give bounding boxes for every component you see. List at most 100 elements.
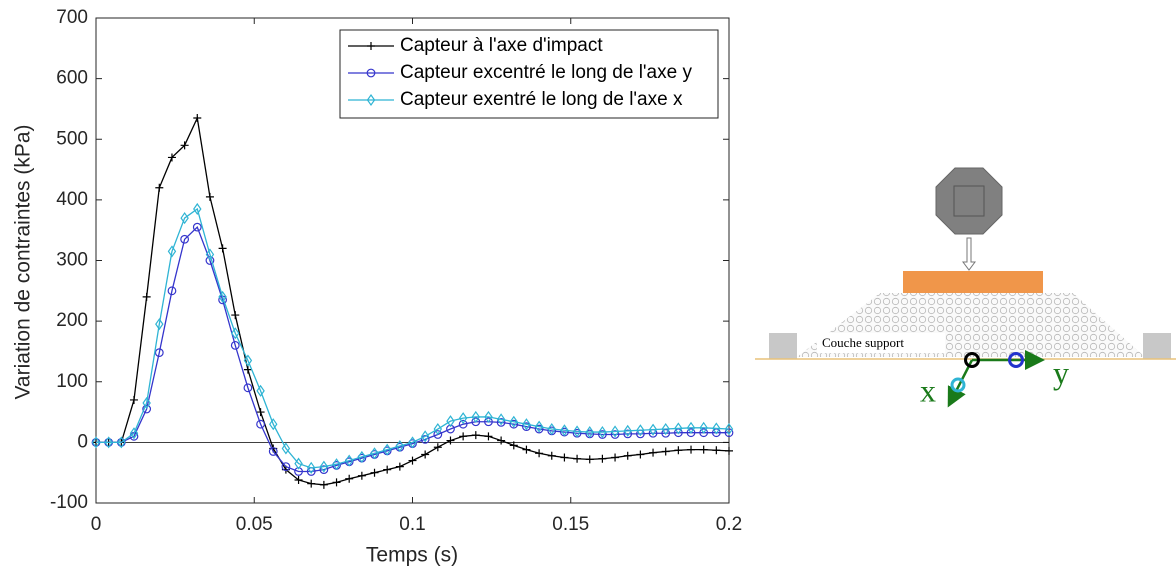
impact-arrow [962, 237, 976, 271]
legend: Capteur à l'axe d'impact Capteur excentré… [339, 29, 719, 119]
marker [522, 418, 531, 431]
legend-label: Capteur excentré le long de l'axe y [400, 62, 692, 83]
marker [497, 436, 506, 445]
marker [395, 462, 404, 471]
marker [205, 192, 214, 201]
marker [547, 451, 556, 460]
plate [903, 271, 1043, 293]
marker [243, 354, 253, 367]
marker [104, 436, 113, 449]
marker [155, 318, 164, 331]
marker [408, 456, 417, 465]
marker [712, 422, 721, 435]
marker [699, 445, 708, 454]
marker [509, 419, 519, 429]
marker [496, 413, 506, 426]
marker [129, 395, 138, 404]
marker [357, 450, 367, 463]
marker [180, 212, 189, 225]
marker [231, 311, 240, 320]
marker [623, 424, 632, 437]
marker [142, 404, 152, 414]
marker [307, 479, 316, 488]
sensor-x [950, 377, 966, 393]
x-tick-label: 0.05 [236, 514, 273, 535]
marker [611, 453, 620, 462]
marker [345, 474, 354, 483]
block-left [769, 333, 797, 359]
marker [129, 427, 139, 440]
marker [230, 340, 240, 350]
y-tick-label: 400 [56, 189, 88, 210]
marker [193, 114, 202, 123]
marker [180, 234, 190, 244]
marker [218, 244, 227, 253]
marker [256, 408, 265, 417]
marker [610, 425, 620, 438]
marker [370, 468, 379, 477]
y-axis-label: Variation de contraintes (kPa) [12, 124, 35, 399]
marker [484, 410, 493, 423]
marker [268, 447, 278, 456]
marker [269, 418, 278, 431]
marker [610, 430, 620, 439]
x-tick-label: 0 [91, 514, 102, 535]
marker [458, 419, 468, 429]
marker [319, 465, 329, 475]
marker [598, 430, 607, 439]
marker [534, 420, 544, 433]
marker [623, 429, 633, 439]
marker [231, 327, 240, 340]
marker [367, 42, 375, 50]
marker [446, 415, 455, 428]
marker [724, 422, 734, 436]
marker [167, 245, 177, 258]
axis-x-label: x [920, 372, 936, 408]
marker [674, 446, 683, 455]
marker [573, 454, 582, 463]
marker [699, 421, 708, 434]
marker [281, 462, 291, 472]
marker [294, 475, 303, 484]
marker [408, 436, 417, 449]
marker [509, 415, 519, 428]
marker [193, 202, 202, 216]
marker [496, 417, 506, 427]
marker [471, 431, 480, 440]
marker [560, 453, 569, 462]
marker [585, 455, 594, 464]
legend-label: Capteur à l'axe d'impact [400, 35, 603, 56]
y-tick-label: 700 [56, 7, 88, 28]
marker [585, 426, 594, 439]
y-tick-label: -100 [50, 492, 88, 513]
marker [357, 471, 366, 480]
label-box [817, 333, 945, 353]
marker [623, 451, 632, 460]
marker [560, 424, 569, 437]
block-right [1143, 333, 1171, 359]
marker [344, 454, 354, 467]
marker [636, 424, 645, 437]
sensor-center [964, 352, 980, 368]
marker [687, 445, 696, 454]
marker [421, 450, 430, 459]
marker [395, 439, 405, 453]
marker [332, 478, 341, 487]
x-axis-label: Temps (s) [366, 544, 458, 567]
marker [636, 450, 645, 459]
marker [420, 430, 430, 443]
marker [366, 68, 376, 78]
legend-label: Capteur exentré le long de l'axe x [400, 89, 683, 110]
marker [167, 286, 177, 296]
marker [459, 432, 468, 441]
marker [243, 365, 252, 374]
marker [649, 448, 658, 457]
marker [243, 383, 253, 393]
legend-box [339, 29, 719, 119]
marker [382, 443, 392, 456]
y-tick-label: 100 [56, 371, 88, 392]
marker [534, 424, 544, 434]
marker [547, 422, 556, 436]
